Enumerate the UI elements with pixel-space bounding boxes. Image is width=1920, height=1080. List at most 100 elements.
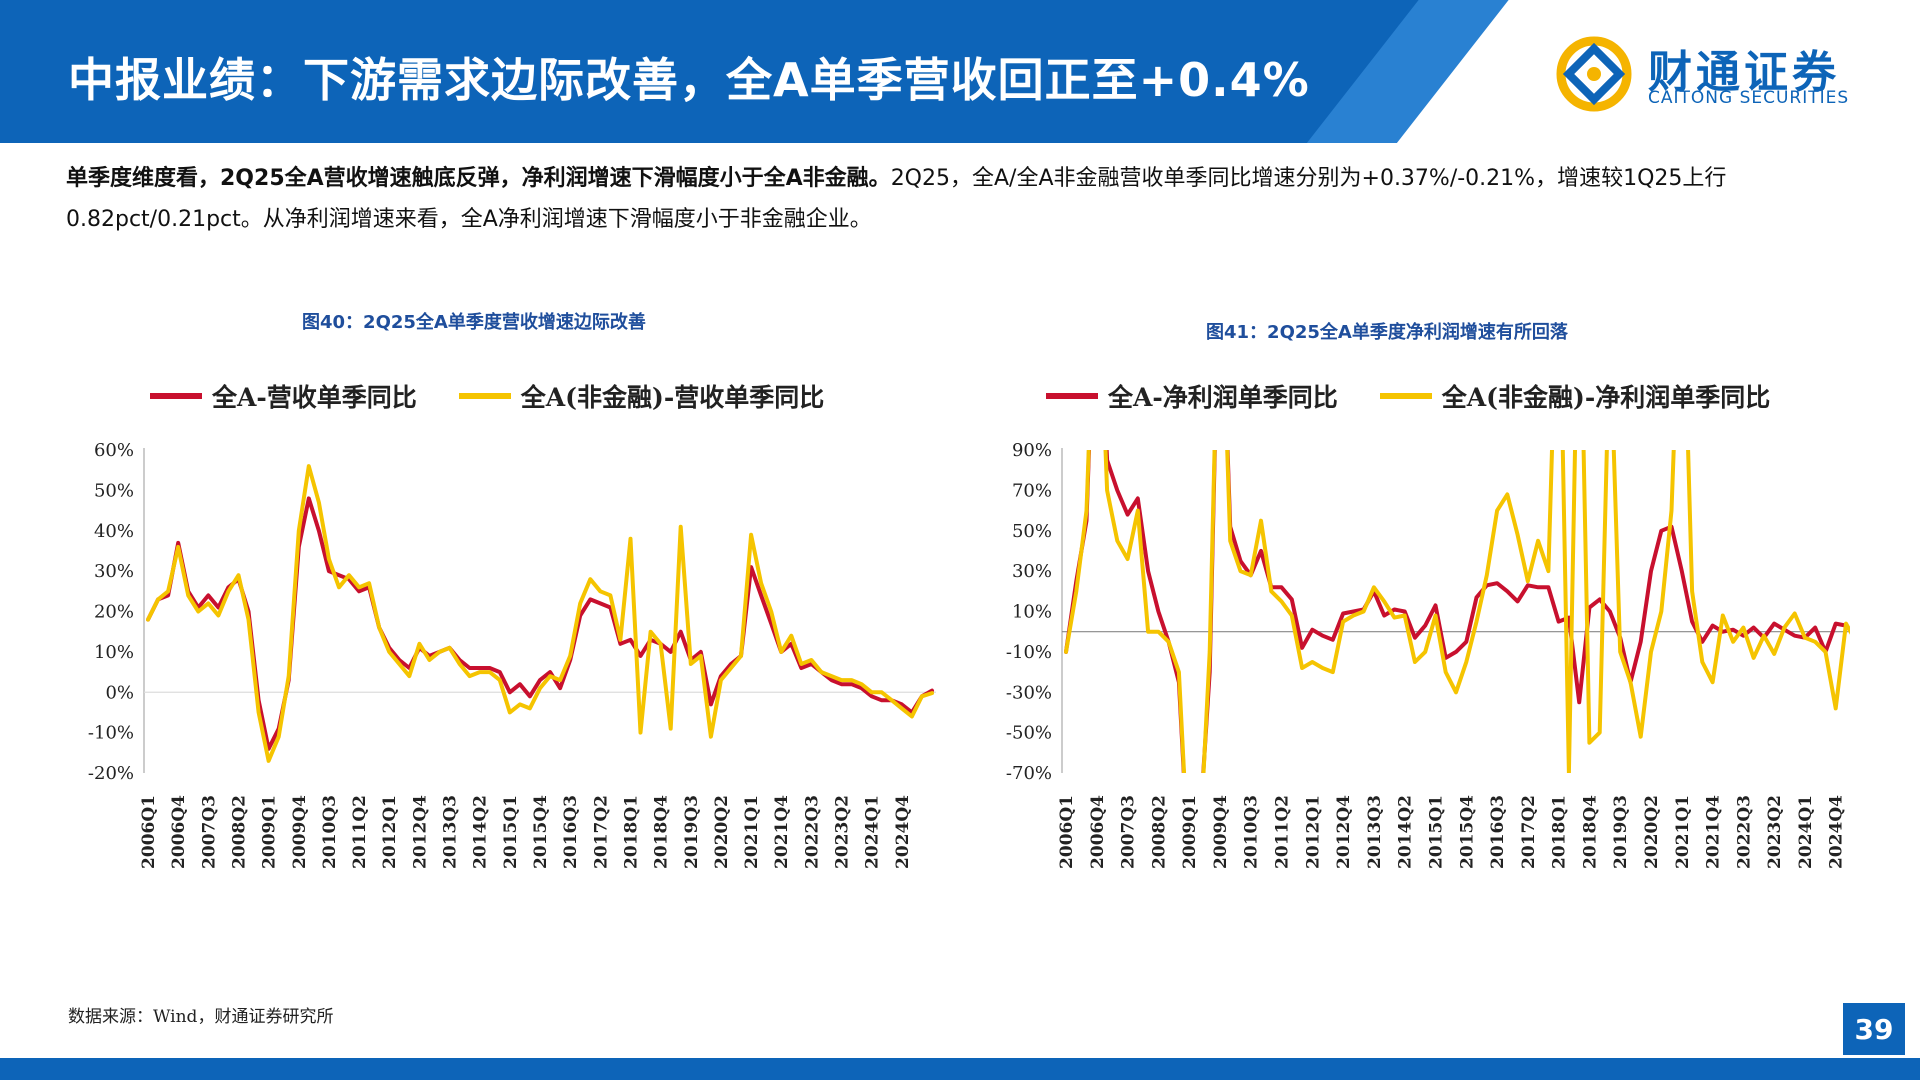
x-tick-label: 2016Q3 [561,795,581,869]
x-tick-label: 2008Q2 [229,795,249,869]
x-tick-label: 2021Q4 [772,795,792,869]
legend-item-nonfin-profit: 全A(非金融)-净利润单季同比 [1379,378,1771,414]
x-tick-label: 2007Q3 [199,795,219,869]
x-tick-label: 2012Q4 [410,795,430,869]
y-tick-label: 30% [94,561,134,582]
x-tick-label: 2008Q2 [1149,795,1169,869]
y-tick-label: 50% [94,480,134,501]
y-tick-label: -20% [88,763,134,784]
page-title: 中报业绩：下游需求边际改善，全A单季营收回正至+0.4% [68,53,1310,107]
x-tick-label: 2022Q3 [1734,795,1754,869]
legend-label: 全A-净利润单季同比 [1108,383,1338,412]
x-tick-label: 2021Q4 [1704,795,1724,869]
legend-item-nonfin-revenue: 全A(非金融)-营收单季同比 [458,378,825,414]
x-tick-label: 2019Q3 [1611,795,1631,869]
x-tick-label: 2024Q4 [1827,795,1847,869]
logo-emblem-icon [1556,36,1632,112]
x-tick-label: 2010Q3 [1242,795,1262,869]
company-logo: 财通证券 CAITONG SECURITIES [1554,34,1884,114]
legend-swatch-red [1046,393,1098,399]
y-tick-label: 50% [1012,521,1052,542]
y-tick-label: 0% [105,682,134,703]
x-tick-label: 2024Q4 [893,795,913,869]
x-tick-label: 2022Q3 [802,795,822,869]
x-tick-label: 2009Q1 [260,795,280,869]
logo-text-cn: 财通证券 [1648,47,1840,98]
x-tick-label: 2015Q4 [1457,795,1477,869]
x-tick-label: 2016Q3 [1488,795,1508,869]
series-line-yellow [146,464,934,763]
x-tick-label: 2011Q2 [350,795,370,869]
x-tick-label: 2012Q1 [380,795,400,869]
y-tick-label: -50% [1006,723,1052,744]
x-tick-label: 2018Q1 [1550,795,1570,869]
y-tick-label: 70% [1012,480,1052,501]
header-bar: 中报业绩：下游需求边际改善，全A单季营收回正至+0.4% 财通证券 CAITON… [0,0,1920,143]
legend-label: 全A(非金融)-营收单季同比 [520,383,825,412]
legend-fig40: 全A-营收单季同比 全A(非金融)-营收单季同比 [150,378,866,414]
x-tick-label: 2018Q1 [621,795,641,869]
series-group [146,464,934,763]
legend-swatch-red [150,393,202,399]
chart-title-fig40: 图40：2Q25全A单季度营收增速边际改善 [302,312,646,333]
x-tick-label: 2009Q4 [1211,795,1231,869]
summary-paragraph: 单季度维度看，2Q25全A营收增速触底反弹，净利润增速下滑幅度小于全A非金融。2… [66,158,1856,240]
y-tick-label: -70% [1006,763,1052,784]
y-tick-label: 10% [94,642,134,663]
x-tick-label: 2019Q3 [682,795,702,869]
x-tick-label: 2012Q4 [1334,795,1354,869]
y-tick-label: 10% [1012,602,1052,623]
x-tick-label: 2006Q1 [139,795,159,869]
series-line-yellow [1064,450,1850,773]
legend-swatch-yellow [458,393,511,399]
legend-item-total-revenue: 全A-营收单季同比 [150,378,417,414]
legend-fig41: 全A-净利润单季同比 全A(非金融)-净利润单季同比 [1046,378,1812,414]
x-tick-label: 2009Q1 [1180,795,1200,869]
y-tick-label: 90% [1012,440,1052,461]
x-tick-label: 2023Q2 [833,795,853,869]
logo-text-en: CAITONG SECURITIES [1648,88,1850,108]
data-source-note: 数据来源：Wind，财通证券研究所 [68,1007,334,1027]
y-tick-label: -10% [1006,642,1052,663]
y-tick-label: 60% [94,440,134,461]
x-tick-label: 2006Q4 [1088,795,1108,869]
legend-label: 全A-营收单季同比 [212,383,417,412]
x-tick-label: 2015Q1 [1426,795,1446,869]
y-tick-label: -10% [88,723,134,744]
x-tick-label: 2023Q2 [1765,795,1785,869]
y-tick-label: -30% [1006,682,1052,703]
y-tick-label: 40% [94,521,134,542]
legend-item-total-profit: 全A-净利润单季同比 [1046,378,1338,414]
summary-body: 2Q25，全A/全A非金融营收单季同比增速分别为+0.37%/-0.21%，增速… [66,166,1727,232]
x-tick-label: 2015Q1 [501,795,521,869]
x-tick-label: 2014Q2 [471,795,491,869]
series-group [1064,450,1850,773]
x-tick-label: 2021Q1 [742,795,762,869]
x-tick-label: 2010Q3 [320,795,340,869]
legend-label: 全A(非金融)-净利润单季同比 [1441,383,1771,412]
x-tick-label: 2020Q2 [712,795,732,869]
x-tick-label: 2024Q1 [863,795,883,869]
x-tick-label: 2021Q1 [1673,795,1693,869]
legend-swatch-yellow [1379,393,1432,399]
x-tick-label: 2012Q1 [1303,795,1323,869]
x-tick-label: 2018Q4 [1580,795,1600,869]
x-tick-label: 2017Q2 [591,795,611,869]
x-tick-label: 2017Q2 [1519,795,1539,869]
series-line-red [1064,450,1848,773]
x-tick-label: 2006Q1 [1057,795,1077,869]
x-tick-label: 2011Q2 [1273,795,1293,869]
chart-title-fig41: 图41：2Q25全A单季度净利润增速有所回落 [1206,322,1568,343]
x-tick-label: 2013Q3 [1365,795,1385,869]
page-number: 39 [1843,1003,1905,1055]
y-tick-label: 20% [94,602,134,623]
x-tick-label: 2007Q3 [1119,795,1139,869]
x-tick-label: 2020Q2 [1642,795,1662,869]
x-tick-label: 2009Q4 [290,795,310,869]
x-tick-label: 2015Q4 [531,795,551,869]
x-tick-label: 2014Q2 [1396,795,1416,869]
y-tick-label: 30% [1012,561,1052,582]
x-tick-label: 2024Q1 [1796,795,1816,869]
